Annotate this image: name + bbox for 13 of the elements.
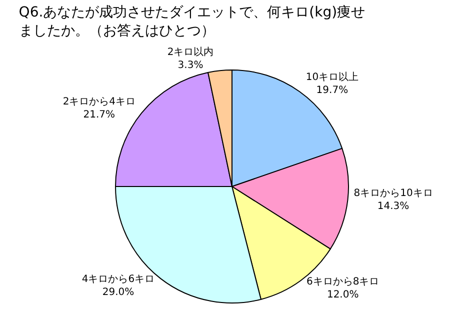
- slice-label: 6キロから8キロ: [306, 276, 380, 288]
- data-label: 12.0%: [326, 290, 359, 301]
- slice-label: 10キロ以上: [306, 70, 359, 83]
- data-label: 14.3%: [377, 201, 410, 212]
- data-label: 21.7%: [83, 109, 116, 120]
- slice-label: 4キロから6キロ: [82, 274, 155, 286]
- chart-title: Q6.あなたが成功させたダイエットで、何キロ(kg)痩せましたか。（お答えはひとつ）: [18, 4, 366, 39]
- slice-label: 2キロから4キロ: [62, 96, 136, 108]
- data-label: 29.0%: [102, 287, 134, 298]
- data-label: 19.7%: [316, 84, 348, 96]
- slice-label: 2キロ以内: [167, 46, 214, 58]
- data-label: 3.3%: [178, 60, 204, 71]
- slice-label: 8キロから10キロ: [354, 188, 433, 200]
